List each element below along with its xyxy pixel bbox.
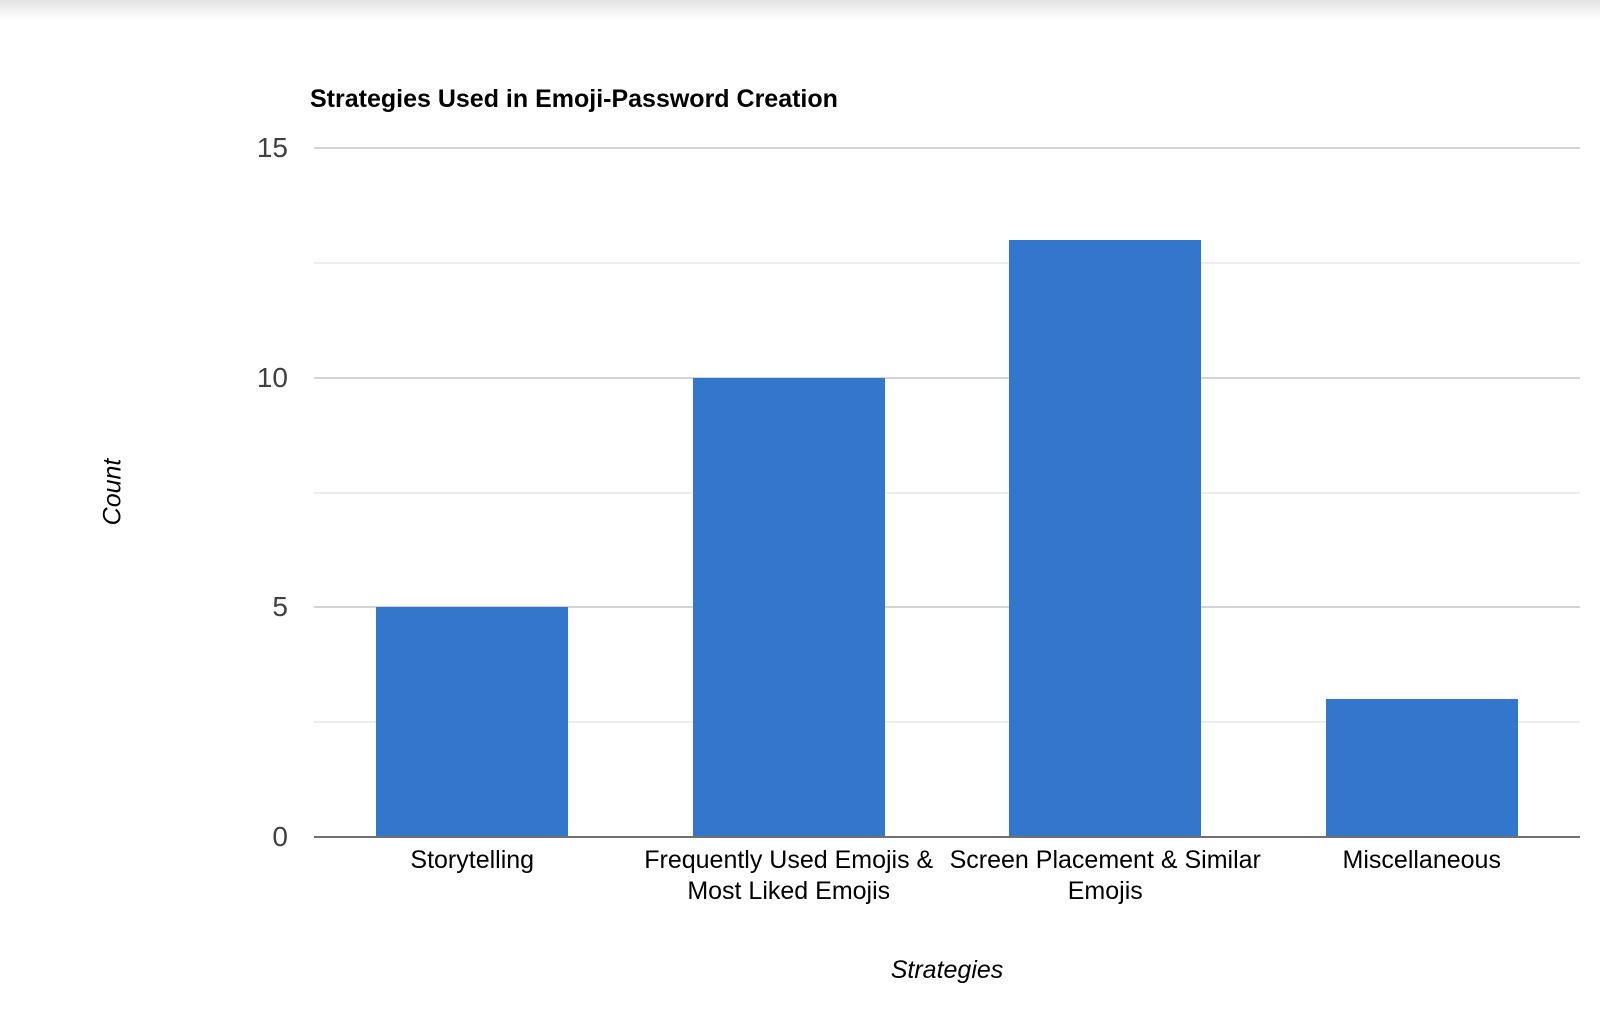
y-axis-title: Count bbox=[98, 458, 127, 526]
bar-miscellaneous bbox=[1325, 699, 1518, 837]
bar-series bbox=[314, 148, 1580, 837]
y-tick-label: 15 bbox=[256, 132, 288, 163]
bar-slot bbox=[631, 148, 948, 837]
x-category-label: Miscellaneous bbox=[1342, 846, 1501, 874]
gridline-major bbox=[314, 376, 1580, 379]
bar-slot bbox=[314, 148, 631, 837]
y-tick-label: 10 bbox=[256, 361, 288, 393]
bar-slot bbox=[1264, 148, 1581, 837]
x-axis-title: Strategies bbox=[890, 956, 1004, 984]
gridlines bbox=[314, 147, 1580, 837]
y-axis-tick-labels: 0 5 10 15 bbox=[180, 132, 288, 852]
bar-screen-placement-similar bbox=[1009, 239, 1202, 837]
gridline-minor bbox=[314, 721, 1580, 724]
bar-frequently-used-emojis bbox=[692, 377, 885, 837]
x-category-label: Screen Placement & Similar Emojis bbox=[949, 846, 1261, 905]
window-top-shadow bbox=[0, 0, 1600, 20]
x-axis-category-labels: Storytelling Frequently Used Emojis & Mos… bbox=[314, 845, 1580, 907]
x-category-label: Storytelling bbox=[410, 846, 535, 874]
gridline-minor bbox=[314, 491, 1580, 494]
x-axis-line bbox=[314, 836, 1580, 838]
x-category-label: Frequently Used Emojis & Most Liked Emoj… bbox=[644, 846, 934, 905]
gridline-major bbox=[314, 606, 1580, 609]
y-tick-label: 0 bbox=[272, 821, 288, 852]
plot-area bbox=[314, 147, 1580, 838]
bar-storytelling bbox=[376, 607, 569, 837]
y-tick-label: 5 bbox=[272, 591, 288, 623]
chart-title: Strategies Used in Emoji-Password Creati… bbox=[310, 85, 838, 113]
gridline-minor bbox=[314, 261, 1580, 264]
gridline-major bbox=[314, 147, 1580, 149]
bar-slot bbox=[947, 148, 1264, 837]
